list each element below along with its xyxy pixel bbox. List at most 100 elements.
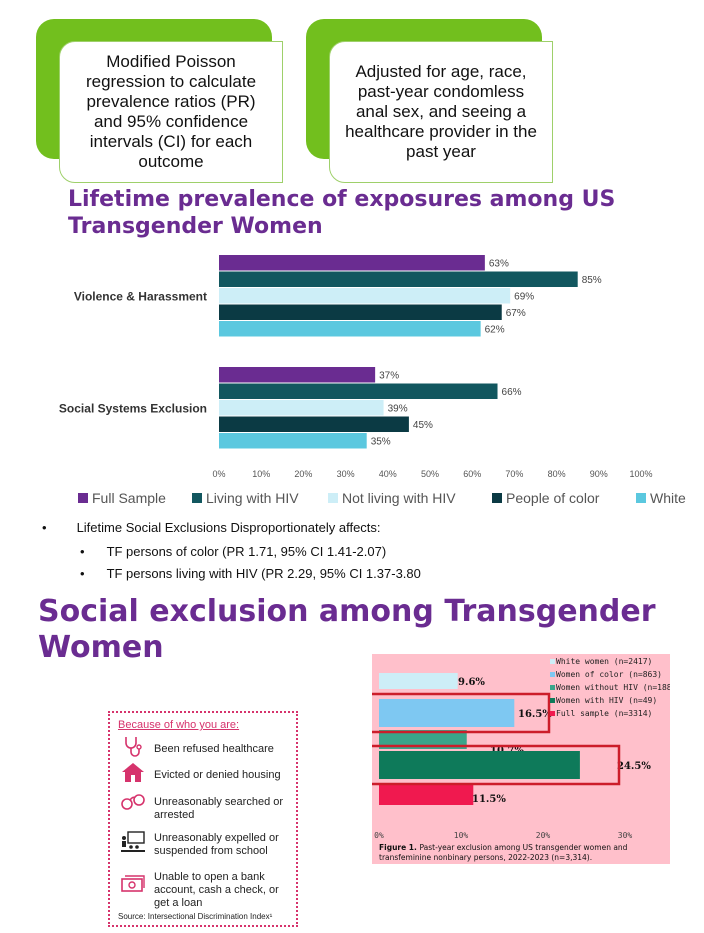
fig-caption-line2: transfeminine nonbinary persons, 2022-20… bbox=[379, 853, 592, 862]
fig-caption: Figure 1. Past-year exclusion among US t… bbox=[379, 843, 630, 862]
box-source: Source: Intersectional Discrimination In… bbox=[118, 912, 273, 921]
fig-bar-4 bbox=[379, 783, 474, 805]
section1-title: Lifetime prevalence of exposures among U… bbox=[68, 187, 616, 239]
bar-value-label: 37% bbox=[379, 371, 399, 382]
card-1-text: Modified Poisson regression to calculate… bbox=[85, 52, 257, 171]
fig-caption-line1: Past-year exclusion among US transgender… bbox=[419, 843, 629, 852]
fig-bar-0 bbox=[379, 673, 458, 689]
figure1-panel: 9.6%16.5%10.7%24.5%11.5%White women (n=2… bbox=[372, 654, 670, 864]
x-tick-label: 10% bbox=[252, 469, 270, 479]
x-tick-label: 90% bbox=[590, 469, 608, 479]
fig-bar-label-1: 16.5% bbox=[518, 709, 552, 720]
fig-bar-1 bbox=[379, 699, 515, 727]
bullet-sub-2-text: TF persons living with HIV (PR 2.29, 95%… bbox=[106, 566, 421, 581]
legend-label-1: Living with HIV bbox=[206, 490, 299, 506]
fig-legend-swatch-4 bbox=[550, 711, 555, 716]
house-icon bbox=[122, 763, 144, 782]
fig-legend-label-0: White women (n=2417) bbox=[556, 657, 652, 666]
card-2: Adjusted for age, race, past-year condom… bbox=[329, 41, 553, 183]
fig-legend-label-2: Women without HIV (n=1885) bbox=[556, 683, 670, 692]
box-item-arrested: Unreasonably searched or arrested bbox=[154, 796, 284, 821]
fig-bar-2 bbox=[379, 730, 467, 749]
bullet-main: • Lifetime Social Exclusions Disproportio… bbox=[42, 520, 381, 535]
fig-legend-swatch-2 bbox=[550, 685, 555, 690]
bar-violence-4 bbox=[219, 321, 481, 337]
x-tick-label: 70% bbox=[505, 469, 523, 479]
legend-swatch-1 bbox=[192, 493, 202, 503]
prevalence-chart: Violence & Harassment 63% 85% 69% 67%62% Soci… bbox=[59, 255, 686, 506]
fig-legend-swatch-1 bbox=[550, 672, 555, 677]
fig-legend-swatch-0 bbox=[550, 659, 555, 664]
x-tick-label: 60% bbox=[463, 469, 481, 479]
bar-violence-2 bbox=[219, 288, 511, 304]
legend-label-2: Not living with HIV bbox=[342, 490, 456, 506]
fig-x-tick: 20% bbox=[536, 831, 551, 840]
x-tick-label: 100% bbox=[629, 469, 652, 479]
legend-label-3: People of color bbox=[506, 490, 600, 506]
box-item-school: Unreasonably expelled or suspended from … bbox=[154, 832, 279, 857]
bar-value-label: 67% bbox=[506, 308, 526, 319]
handcuffs-icon bbox=[121, 794, 145, 810]
x-tick-label: 20% bbox=[294, 469, 312, 479]
fig-x-tick: 10% bbox=[454, 831, 469, 840]
card-1: Modified Poisson regression to calculate… bbox=[59, 41, 283, 183]
box-item-bank: Unable to open a bank account, cash a ch… bbox=[154, 871, 279, 909]
bar-exclusion-3 bbox=[219, 416, 409, 432]
box-item-healthcare: Been refused healthcare bbox=[154, 743, 274, 755]
exclusion-chart: 9.6%16.5%10.7%24.5%11.5%White women (n=2… bbox=[372, 657, 670, 862]
bullet-sub-1: • TF persons of color (PR 1.71, 95% CI 1.… bbox=[80, 544, 387, 559]
legend-swatch-2 bbox=[328, 493, 338, 503]
section2-title: Social exclusion among Transgender Women bbox=[38, 594, 656, 665]
highlight-box-women-with-hiv bbox=[372, 744, 621, 786]
x-tick-label: 40% bbox=[379, 469, 397, 479]
bar-exclusion-4 bbox=[219, 433, 367, 449]
bar-value-label: 66% bbox=[502, 387, 522, 398]
fig-bar-3 bbox=[379, 751, 580, 779]
money-icon bbox=[121, 875, 145, 892]
bar-exclusion-0 bbox=[219, 367, 376, 383]
bar-value-label: 35% bbox=[371, 437, 391, 448]
x-tick-label: 0% bbox=[212, 469, 225, 479]
fig-x-tick: 0% bbox=[374, 831, 384, 840]
legend-swatch-4 bbox=[636, 493, 646, 503]
fig-legend-label-3: Women with HIV (n=49) bbox=[556, 696, 657, 705]
fig-bar-label-0: 9.6% bbox=[458, 677, 485, 688]
fig-bar-label-4: 11.5% bbox=[472, 794, 506, 805]
x-tick-label: 80% bbox=[548, 469, 566, 479]
category-label: Violence & Harassment bbox=[74, 289, 207, 303]
fig-x-tick: 30% bbox=[618, 831, 633, 840]
fig-bar-label-3: 24.5% bbox=[617, 761, 651, 772]
bar-value-label: 39% bbox=[388, 404, 408, 415]
bullet-list: • Lifetime Social Exclusions Disproportio… bbox=[0, 520, 704, 586]
bar-violence-3 bbox=[219, 304, 502, 320]
bar-exclusion-2 bbox=[219, 400, 384, 416]
bullet-sub-1-text: TF persons of color (PR 1.71, 95% CI 1.4… bbox=[106, 544, 387, 559]
box-item-housing: Evicted or denied housing bbox=[154, 769, 281, 781]
bar-violence-1 bbox=[219, 271, 578, 287]
legend-label-4: White bbox=[650, 490, 686, 506]
bullet-main-text: Lifetime Social Exclusions Disproportion… bbox=[76, 520, 381, 535]
category-label: Social Systems Exclusion bbox=[59, 401, 207, 415]
fig-caption-bold: Figure 1. bbox=[379, 843, 419, 852]
legend-swatch-0 bbox=[78, 493, 88, 503]
fig-legend-swatch-3 bbox=[550, 698, 555, 703]
bar-value-label: 45% bbox=[413, 420, 433, 431]
bar-value-label: 69% bbox=[514, 292, 534, 303]
bullet-sub-2: • TF persons living with HIV (PR 2.29, 95… bbox=[80, 566, 421, 581]
fig-legend-label-1: Women of color (n=863) bbox=[556, 670, 662, 679]
bar-exclusion-1 bbox=[219, 383, 498, 399]
highlight-box-women-of-color bbox=[372, 692, 551, 734]
x-tick-label: 50% bbox=[421, 469, 439, 479]
bar-value-label: 85% bbox=[582, 275, 602, 286]
box-heading: Because of who you are: bbox=[118, 719, 240, 731]
card-2-text: Adjusted for age, race, past-year condom… bbox=[345, 62, 537, 161]
discrimination-box: Because of who you are: Been refused hea… bbox=[108, 711, 298, 927]
stethoscope-icon bbox=[125, 737, 142, 757]
bar-value-label: 63% bbox=[489, 259, 509, 270]
bar-violence-0 bbox=[219, 255, 485, 271]
fig-legend-label-4: Full sample (n=3314) bbox=[556, 709, 652, 718]
legend-label-0: Full Sample bbox=[92, 490, 166, 506]
bar-value-label: 62% bbox=[485, 325, 505, 336]
classroom-icon bbox=[121, 831, 145, 852]
legend-swatch-3 bbox=[492, 493, 502, 503]
